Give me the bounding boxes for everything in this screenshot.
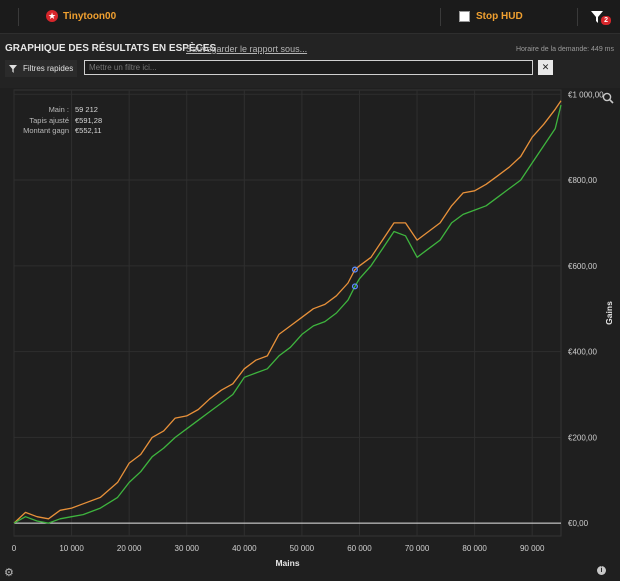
stat-label: Main : — [48, 105, 69, 114]
filter-count-badge: 2 — [601, 16, 611, 25]
stat-value: 59 212 — [75, 105, 98, 114]
filter-bar: Filtres rapides ✕ — [0, 58, 620, 80]
y-tick-label: €600,00 — [568, 262, 597, 271]
page-title: GRAPHIQUE DES RÉSULTATS EN ESPÈCES — [5, 43, 217, 54]
results-chart: 0 10 000 20 000 30 000 40 000 50 000 60 000 70 … — [12, 89, 614, 568]
hover-marker — [351, 283, 358, 290]
zoom-icon[interactable] — [602, 92, 614, 104]
stat-value: €591,28 — [75, 115, 103, 125]
x-tick-label: 50 000 — [290, 544, 315, 553]
chart-panel — [0, 88, 620, 581]
quick-filters-button[interactable]: Filtres rapides — [5, 60, 78, 77]
stat-row: Main : 59 212 — [17, 105, 102, 116]
stat-row: Tapis ajusté €591,28 — [17, 116, 102, 127]
y-tick-label: €800,00 — [568, 176, 597, 185]
x-tick-label: 20 000 — [117, 544, 142, 553]
stat-value: €552,11 — [75, 126, 102, 135]
separator — [440, 8, 441, 26]
y-tick-label: €200,00 — [568, 433, 597, 442]
save-report-link[interactable]: Sauvegarder le rapport sous... — [186, 44, 308, 54]
x-axis-label: Mains — [275, 558, 299, 568]
separator — [577, 8, 578, 26]
info-icon[interactable]: i — [597, 566, 606, 575]
y-axis-label: Gains — [604, 301, 614, 325]
separator — [18, 8, 19, 26]
stop-hud-toggle[interactable]: Stop HUD — [459, 11, 523, 22]
x-tick-label: 10 000 — [59, 544, 84, 553]
clear-filter-button[interactable]: ✕ — [538, 60, 553, 75]
stat-label: Montant gagn — [23, 126, 69, 135]
filter-input[interactable] — [84, 60, 533, 75]
stat-row: Montant gagn €552,11 — [17, 126, 102, 137]
plot-frame — [13, 89, 562, 537]
pokerstars-star-icon: ★ — [46, 10, 58, 22]
series-line-0 — [13, 100, 562, 524]
quick-filters-label: Filtres rapides — [23, 64, 74, 73]
x-tick-label: 60 000 — [347, 544, 372, 553]
player-name: Tinytoon00 — [63, 10, 117, 22]
series-line-1 — [13, 104, 562, 524]
hover-stats: Main : 59 212 Tapis ajusté €591,28 Montant… — [17, 105, 102, 137]
y-tick-label: €400,00 — [568, 348, 597, 357]
x-tick-label: 40 000 — [232, 544, 257, 553]
funnel-icon — [591, 11, 603, 23]
stop-hud-checkbox[interactable] — [459, 11, 470, 22]
x-tick-label: 0 — [12, 544, 17, 553]
stat-label: Tapis ajusté — [29, 115, 69, 125]
y-tick-label: €1 000,00 — [568, 90, 604, 99]
request-timing: Horaire de la demande: 449 ms — [515, 46, 614, 53]
y-tick-label: €0,00 — [568, 519, 589, 528]
player-selector[interactable]: ★ Tinytoon00 — [46, 10, 116, 22]
hover-marker — [351, 266, 358, 273]
x-tick-label: 90 000 — [520, 544, 545, 553]
x-tick-label: 70 000 — [405, 544, 430, 553]
top-bar: ★ Tinytoon00 Stop HUD 2 — [0, 0, 620, 34]
x-tick-label: 80 000 — [462, 544, 487, 553]
active-filters-button[interactable]: 2 — [591, 9, 611, 25]
x-tick-label: 30 000 — [175, 544, 200, 553]
report-header: GRAPHIQUE DES RÉSULTATS EN ESPÈCES Sauve… — [0, 41, 620, 57]
funnel-icon — [9, 64, 17, 73]
stop-hud-label: Stop HUD — [476, 11, 523, 22]
settings-gear-icon[interactable]: ⚙ — [4, 567, 14, 579]
